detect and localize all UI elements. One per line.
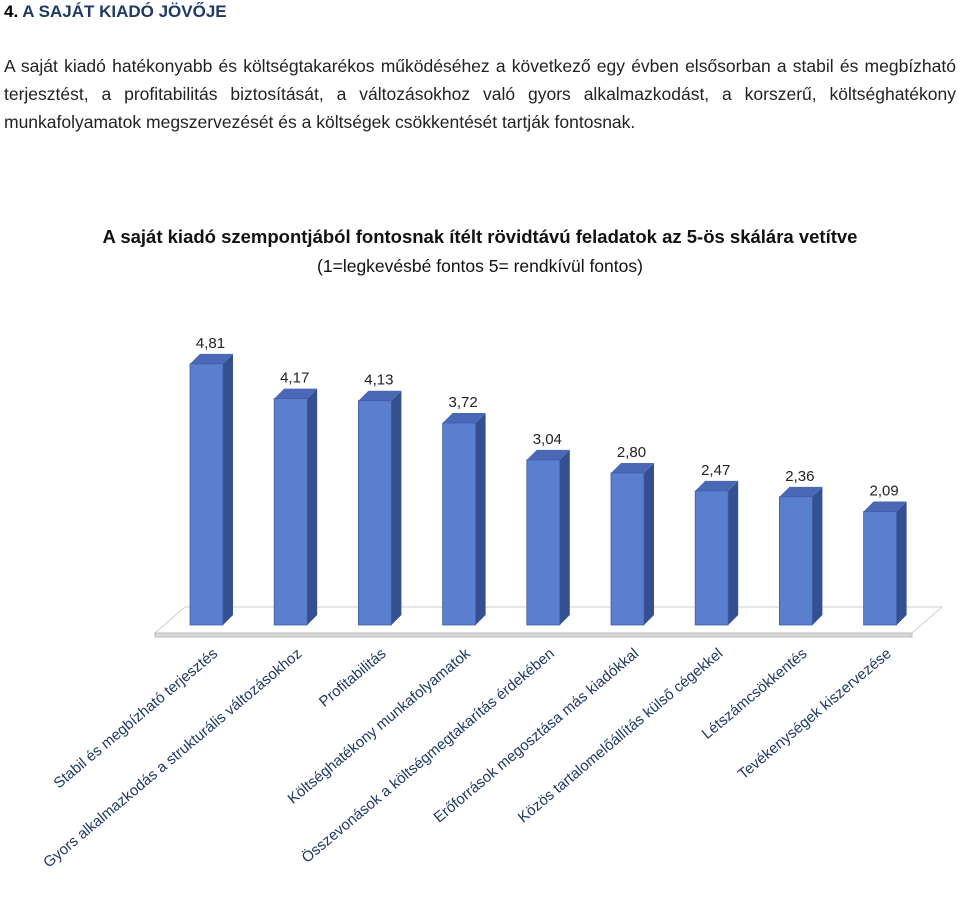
bar-side (223, 353, 233, 625)
bar-front (357, 400, 392, 626)
bar-top (695, 480, 739, 491)
bar-side (896, 501, 907, 625)
bar (610, 462, 654, 626)
bar (273, 388, 318, 626)
bar-front (442, 422, 477, 626)
bar-top (863, 501, 907, 512)
data-label: 2,09 (869, 483, 898, 500)
bar (442, 413, 486, 626)
category-label: Profitabilitás (316, 645, 390, 711)
data-label: 4,81 (196, 335, 225, 352)
bar (779, 486, 823, 626)
section-heading: 4. A SAJÁT KIADÓ JÖVŐJE (4, 2, 227, 22)
bar-side (644, 462, 654, 625)
bar-top (526, 449, 570, 460)
data-label: 2,36 (785, 468, 814, 485)
data-label: 3,72 (448, 394, 477, 411)
intro-paragraph: A saját kiadó hatékonyabb és költségtaka… (4, 56, 956, 132)
bar (526, 449, 570, 626)
bar-front (189, 363, 224, 626)
bar-side (812, 486, 823, 625)
value-labels-group: 4,81 4,17 4,13 3,72 3,04 2,80 2,47 2,36 2,09 (196, 335, 899, 500)
bar (694, 480, 739, 626)
chart-title: A saját kiadó szempontjából fontosnak ít… (102, 226, 858, 247)
bar-top (358, 390, 402, 401)
bar-side (728, 480, 739, 625)
bars-group (189, 353, 907, 626)
data-label: 3,04 (533, 431, 562, 448)
bar-front (863, 511, 897, 626)
bar-top (190, 353, 233, 364)
data-label: 4,13 (364, 372, 393, 389)
bar-top (779, 486, 823, 497)
bar-side (307, 388, 318, 625)
bar-side (391, 390, 402, 625)
bar-front (273, 398, 308, 626)
bar-front (610, 472, 645, 626)
bar-front (526, 459, 561, 626)
category-label: Tevékenységek kiszervezése (735, 645, 895, 783)
data-label: 2,80 (617, 444, 646, 461)
bar (357, 390, 402, 626)
bar-side (559, 449, 570, 625)
bar-top (442, 413, 486, 424)
category-label: Költséghatékony munkafolyamatok (285, 645, 475, 808)
chart-subtitle: (1=legkevésbé fontos 5= rendkívül fontos… (317, 256, 643, 276)
data-label: 4,17 (280, 370, 309, 387)
bar-front (779, 496, 813, 626)
data-label: 2,47 (701, 462, 730, 479)
bar (863, 501, 907, 626)
section-number: 4. (4, 2, 19, 21)
category-label: Stabil és megbízható terjesztés (50, 645, 221, 792)
bar-top (611, 462, 654, 473)
bar-front (694, 490, 729, 626)
bar (189, 353, 233, 626)
bar-top (274, 388, 318, 399)
chart-floor-edge (154, 632, 913, 638)
section-title: A SAJÁT KIADÓ JÖVŐJE (22, 2, 227, 21)
bar-side (475, 413, 486, 625)
